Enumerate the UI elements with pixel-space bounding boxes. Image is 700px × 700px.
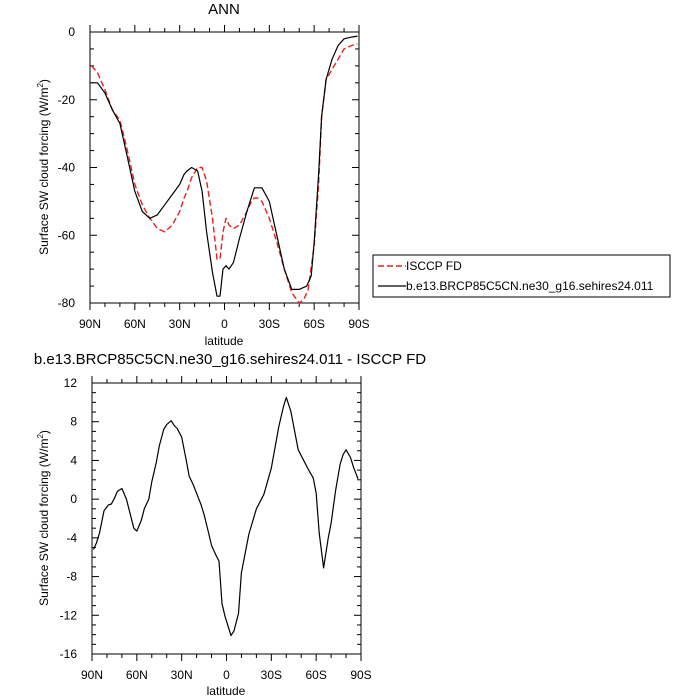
y-axis: 0 -20 -40 -60 -80 [58, 25, 359, 310]
y-axis-label-text: Surface SW cloud forcing (W/m [37, 439, 51, 606]
x-axis: 90N 60N 30N 0 30S 60S 90S [81, 376, 372, 682]
x-axis: 90N 60N 30N 0 30S 60S 90S [79, 25, 370, 331]
chart-title: b.e13.BRCP85C5CN.ne30_g16.sehires24.011 … [34, 351, 426, 368]
y-tick-label: -16 [60, 647, 78, 661]
chart-difference: b.e13.BRCP85C5CN.ne30_g16.sehires24.011 … [34, 351, 426, 698]
plot-lines [90, 35, 358, 304]
series-line-1 [92, 396, 359, 637]
y-tick-label: -20 [58, 93, 76, 107]
chart-ann: ANN 0 -20 -40 -60 -80 90N 60N 30N 0 30S 60S 90S la… [36, 1, 370, 348]
y-axis-label: Surface SW cloud forcing (W/m2) [36, 430, 51, 606]
legend-label-model: b.e13.BRCP85C5CN.ne30_g16.sehires24.011 [406, 279, 654, 293]
legend-box [372, 254, 671, 298]
y-tick-label: 0 [68, 25, 75, 39]
x-tick-label: 90N [81, 668, 103, 682]
x-tick-label: 0 [223, 668, 230, 682]
x-tick-label: 60S [303, 317, 324, 331]
x-tick-label: 0 [221, 317, 228, 331]
y-tick-label: 8 [70, 415, 77, 429]
y-tick-label: -4 [66, 531, 77, 545]
x-tick-label: 30S [259, 317, 280, 331]
y-tick-label: -8 [66, 570, 77, 584]
y-tick-label: 0 [70, 492, 77, 506]
y-axis-label-superscript: 2 [36, 83, 45, 88]
x-tick-label: 30N [171, 668, 193, 682]
plot-lines [92, 396, 359, 637]
x-axis-label: latitude [205, 334, 244, 348]
plot-frame [91, 382, 362, 655]
legend: ISCCP FD b.e13.BRCP85C5CN.ne30_g16.sehir… [372, 254, 671, 298]
y-tick-label: -40 [58, 161, 76, 175]
y-axis-label-close: ) [37, 79, 51, 83]
y-tick-label: -12 [60, 608, 78, 622]
legend-label-isccp-fd: ISCCP FD [406, 259, 462, 273]
x-tick-label: 30S [261, 668, 282, 682]
y-axis: 12 8 4 0 -4 -8 -12 -16 [60, 376, 361, 661]
x-tick-label: 30N [169, 317, 191, 331]
y-tick-label: -80 [58, 296, 76, 310]
y-axis-label: Surface SW cloud forcing (W/m2) [36, 79, 51, 255]
x-tick-label: 90S [350, 668, 371, 682]
y-tick-label: 12 [64, 376, 78, 390]
x-tick-label: 90S [348, 317, 369, 331]
x-tick-label: 60N [124, 317, 146, 331]
series-line-2 [91, 35, 358, 297]
y-tick-label: -60 [58, 228, 76, 242]
y-tick-label: 4 [70, 453, 77, 467]
x-axis-label: latitude [207, 684, 246, 698]
y-axis-label-text: Surface SW cloud forcing (W/m [37, 88, 51, 255]
x-tick-label: 90N [79, 317, 101, 331]
y-axis-label-close: ) [37, 430, 51, 434]
x-tick-label: 60N [126, 668, 148, 682]
y-axis-label-superscript: 2 [36, 434, 45, 439]
x-tick-label: 60S [305, 668, 326, 682]
chart-title: ANN [208, 1, 240, 18]
